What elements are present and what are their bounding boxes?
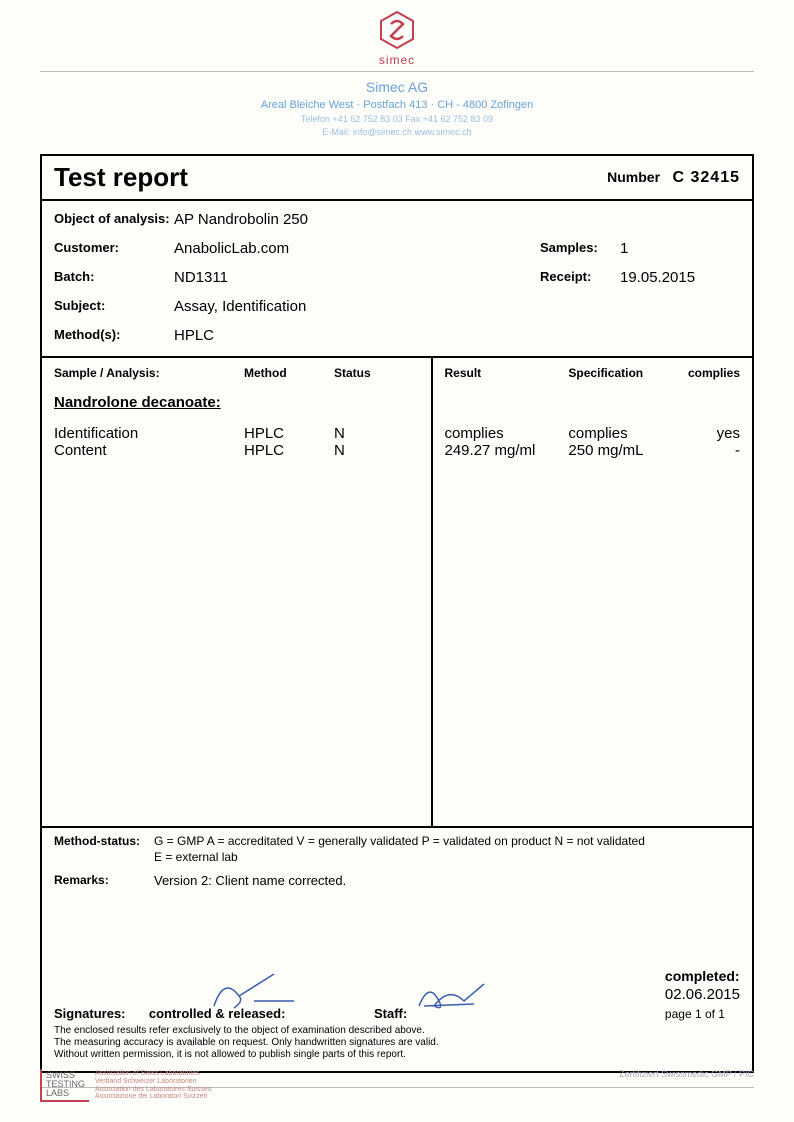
batch-label: Batch:: [54, 269, 174, 286]
row-name: Content: [54, 442, 244, 459]
receipt-label: Receipt:: [540, 269, 620, 286]
signatures-label: Signatures:: [54, 1006, 126, 1021]
info-section: Object of analysis: AP Nandrobolin 250 C…: [42, 201, 752, 358]
company-header: Simec AG Areal Bleiche West · Postfach 4…: [40, 78, 754, 138]
method-status-text: G = GMP A = accreditated V = generally v…: [154, 834, 740, 865]
col-complies: complies: [683, 366, 740, 380]
row-method: HPLC: [244, 425, 334, 442]
row-status: N: [334, 425, 384, 442]
row-method: HPLC: [244, 442, 334, 459]
analysis-row: complies complies yes: [445, 425, 741, 442]
swiss-line: LABS: [46, 1089, 85, 1098]
remarks-text: Version 2: Client name corrected.: [154, 873, 346, 888]
methods-value: HPLC: [174, 327, 740, 344]
disclaimer-text: The enclosed results refer exclusively t…: [54, 1025, 740, 1061]
report-number: Number C 32415: [607, 169, 740, 187]
swiss-labs-logo: SWISS TESTING LABS: [40, 1069, 89, 1102]
samples-label: Samples:: [540, 240, 620, 257]
signature-row: Signatures: controlled & released: Staff…: [54, 968, 740, 1021]
analysis-left: Sample / Analysis: Method Status Nandrol…: [42, 358, 433, 826]
page: simec Simec AG Areal Bleiche West · Post…: [0, 0, 794, 1122]
object-value: AP Nandrobolin 250: [174, 211, 740, 228]
row-name: Identification: [54, 425, 244, 442]
methods-label: Method(s):: [54, 327, 174, 344]
analysis-right: Result Specification complies complies c…: [433, 358, 753, 826]
row-complies: yes: [683, 425, 740, 442]
company-address: Areal Bleiche West · Postfach 413 · CH -…: [40, 98, 754, 113]
remarks-label: Remarks:: [54, 873, 154, 888]
col-method: Method: [244, 366, 334, 380]
number-value: C 32415: [673, 169, 741, 186]
col-status: Status: [334, 366, 384, 380]
bottom-bar: SWISS TESTING LABS Association of Swiss …: [40, 1069, 754, 1102]
row-result: complies: [445, 425, 569, 442]
object-label: Object of analysis:: [54, 211, 174, 228]
completed-label: completed:: [665, 968, 740, 984]
substance-name: Nandrolone decanoate:: [54, 394, 419, 411]
report-title: Test report: [54, 162, 188, 193]
swiss-labs-block: SWISS TESTING LABS Association of Swiss …: [40, 1069, 211, 1102]
subject-value: Assay, Identification: [174, 298, 740, 315]
swiss-assoc-text: Association of Swiss Laboratories Verban…: [95, 1070, 211, 1101]
row-spec: complies: [568, 425, 682, 442]
analysis-section: Sample / Analysis: Method Status Nandrol…: [42, 358, 752, 828]
col-result: Result: [445, 366, 569, 380]
receipt-value: 19.05.2015: [620, 269, 695, 286]
analysis-row: 249.27 mg/ml 250 mg/mL -: [445, 442, 741, 459]
col-sample: Sample / Analysis:: [54, 366, 244, 380]
batch-value: ND1311: [174, 269, 540, 286]
simec-logo-icon: [377, 10, 417, 50]
col-spec: Specification: [568, 366, 682, 380]
customer-value: AnabolicLab.com: [174, 240, 540, 257]
header-divider: [40, 71, 754, 72]
logo-block: simec: [40, 10, 754, 67]
completed-date: 02.06.2015: [665, 986, 740, 1003]
title-row: Test report Number C 32415: [42, 156, 752, 201]
number-label: Number: [607, 169, 660, 185]
analysis-row: Identification HPLC N: [54, 425, 419, 442]
customer-label: Customer:: [54, 240, 174, 257]
subject-label: Subject:: [54, 298, 174, 315]
staff-label: Staff:: [374, 1006, 407, 1021]
company-name: Simec AG: [40, 78, 754, 98]
company-telfax: Telefon +41 62 752 83 03 Fax +41 62 752 …: [40, 113, 754, 126]
report-box: Test report Number C 32415 Object of ana…: [40, 154, 754, 1073]
row-spec: 250 mg/mL: [568, 442, 682, 459]
page-number: page 1 of 1: [665, 1007, 740, 1021]
row-result: 249.27 mg/ml: [445, 442, 569, 459]
signature-2-icon: [414, 976, 494, 1016]
certification-text: Zertifiziert Swissmedic GMP / PIC: [619, 1069, 754, 1102]
row-status: N: [334, 442, 384, 459]
company-mail: E-Mail: info@simec.ch www.simec.ch: [40, 126, 754, 139]
samples-value: 1: [620, 240, 628, 257]
row-complies: -: [683, 442, 740, 459]
method-status-label: Method-status:: [54, 834, 154, 865]
analysis-row: Content HPLC N: [54, 442, 419, 459]
logo-text: simec: [40, 53, 754, 67]
completed-block: completed: 02.06.2015 page 1 of 1: [665, 968, 740, 1021]
footer-section: Method-status: G = GMP A = accreditated …: [42, 828, 752, 1071]
signature-1-icon: [204, 966, 304, 1016]
